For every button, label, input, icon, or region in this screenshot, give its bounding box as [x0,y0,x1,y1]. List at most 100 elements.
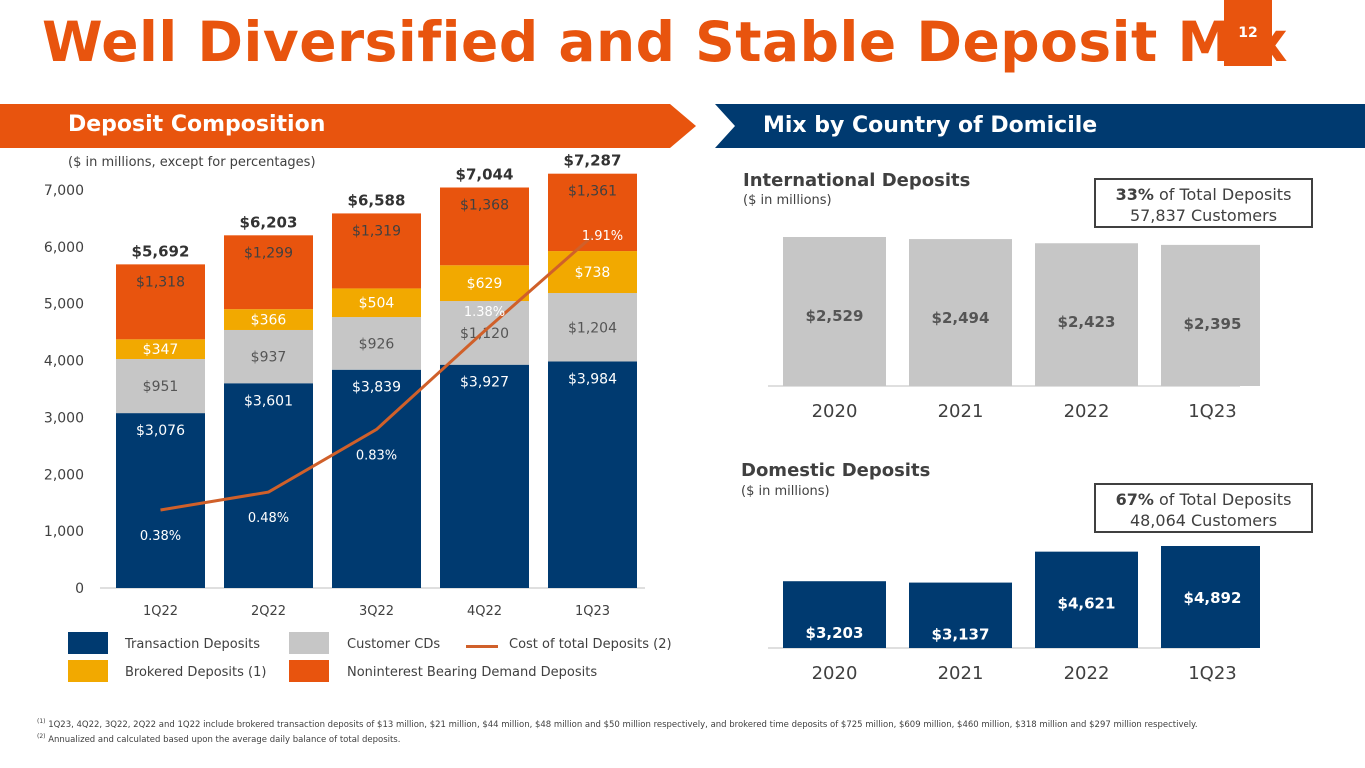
bar-segment-transaction [116,413,205,588]
bar-segment-transaction [332,369,421,588]
x-tick-label: 2022 [1064,663,1110,684]
footnote-2-text: Annualized and calculated based upon the… [48,734,401,745]
y-tick-label: 5,000 [44,297,84,313]
page-number: 12 [1224,0,1272,66]
bar-value-label: $926 [359,336,395,352]
bar-value-label: $3,137 [932,626,990,644]
y-tick-label: 1,000 [44,524,84,540]
bar-value-label: $3,601 [244,393,293,409]
bar-segment-cds [332,317,421,370]
x-tick-label: 2020 [812,401,858,422]
x-tick-label: 1Q23 [1188,401,1237,422]
bar [783,581,886,648]
cost-line-label: 0.48% [248,511,289,526]
bar-value-label: $3,076 [136,423,185,439]
domestic-unit: ($ in millions) [741,484,830,499]
bar-segment-brokered [548,251,637,294]
legend-label-nonint: Noninterest Bearing Demand Deposits [347,665,598,680]
deposit-composition-heading: Deposit Composition [68,112,326,137]
cost-line-label: 1.38% [464,305,505,320]
domestic-share-box: 67% of Total Deposits 48,064 Customers [1094,483,1313,533]
footnote-1: (1) 1Q23, 4Q22, 3Q22, 2Q22 and 1Q22 incl… [37,716,1327,731]
bar-total-label: $7,287 [564,152,622,170]
bar-segment-cds [116,359,205,414]
bar-value-label: $366 [251,313,287,329]
bar-value-label: $1,368 [460,197,509,213]
legend-swatch-cds [289,632,329,654]
bar-segment-transaction [548,361,637,588]
domestic-share-text: of Total Deposits [1158,490,1292,509]
bar-value-label: $1,204 [568,320,617,336]
legend-brokered-note: (1) [248,665,267,680]
bar-segment-brokered [224,309,313,330]
legend-label-cds: Customer CDs [347,637,441,652]
legend-label-transaction: Transaction Deposits [125,637,260,652]
y-tick-label: 4,000 [44,354,84,370]
legend-cost-note: (2) [653,637,672,652]
bar-value-label: $4,621 [1058,595,1116,613]
x-tick-label: 1Q23 [1188,663,1237,684]
y-tick-label: 6,000 [44,240,84,256]
footnote-1-mark: (1) [37,718,46,725]
y-tick-label: 0 [75,581,84,597]
bar-value-label: $2,529 [806,307,864,325]
footnote-2: (2) Annualized and calculated based upon… [37,731,1327,746]
bar-value-label: $1,361 [568,184,617,200]
bar-total-label: $6,203 [240,213,298,231]
bar-segment-nonint [548,173,637,252]
bar-total-label: $7,044 [456,165,514,183]
x-tick-label: 2020 [812,663,858,684]
deposit-composition-banner: Deposit Composition [0,104,696,148]
bar [1161,546,1260,648]
footnote-2-mark: (2) [37,732,46,740]
bar-value-label: $738 [575,265,611,281]
bar-segment-brokered [332,288,421,318]
international-customers: 57,837 Customers [1129,206,1278,225]
bar-value-label: $2,395 [1184,315,1242,333]
legend-swatch-nonint [289,660,329,682]
legend-cost-text: Cost of total Deposits [509,637,650,652]
legend-swatch-cost-line [466,645,498,648]
bar-value-label: $3,203 [806,624,864,642]
international-unit: ($ in millions) [743,193,832,208]
legend-swatch-brokered [68,660,108,682]
legend-label-cost: Cost of total Deposits (2) [509,637,672,652]
bar-value-label: $3,839 [352,380,401,396]
international-share-box: 33% of Total Deposits 57,837 Customers [1094,178,1313,228]
unit-note: ($ in millions, except for percentages) [68,155,316,170]
bar-segment-cds [224,329,313,384]
bar-value-label: $347 [143,342,179,358]
bar [909,239,1012,386]
bar [783,237,886,386]
domestic-share-pct: 67% [1115,490,1154,509]
x-tick-label: 2021 [938,663,984,684]
bar-value-label: $2,423 [1058,313,1116,331]
bar-value-label: $951 [143,379,179,395]
legend-label-brokered: Brokered Deposits (1) [125,665,266,680]
x-tick-label: 3Q22 [359,604,394,619]
cost-line-label: 0.83% [356,448,397,463]
y-tick-label: 7,000 [44,183,84,199]
bar-value-label: $3,984 [568,371,617,387]
bar-value-label: $504 [359,296,395,312]
bar-value-label: $1,318 [136,274,185,290]
bar-value-label: $1,120 [460,326,509,342]
cost-of-deposits-line [160,234,594,512]
bar-segment-nonint [116,264,205,340]
legend-brokered-text: Brokered Deposits [125,665,244,680]
y-tick-label: 3,000 [44,410,84,426]
bar [1035,243,1138,386]
bar-segment-brokered [116,339,205,360]
international-title: International Deposits [743,170,971,191]
bar [1035,551,1138,648]
bar-total-label: $5,692 [132,242,190,260]
footnotes: (1) 1Q23, 4Q22, 3Q22, 2Q22 and 1Q22 incl… [37,716,1327,746]
bar-segment-nonint [224,235,313,310]
bar-segment-cds [548,293,637,362]
country-mix-heading: Mix by Country of Domicile [763,113,1098,138]
footnote-1-text: 1Q23, 4Q22, 3Q22, 2Q22 and 1Q22 include … [48,719,1198,730]
bar-value-label: $937 [251,350,287,366]
bar-segment-transaction [224,383,313,588]
cost-line-label: 0.38% [140,529,181,544]
bar-segment-transaction [440,364,529,588]
